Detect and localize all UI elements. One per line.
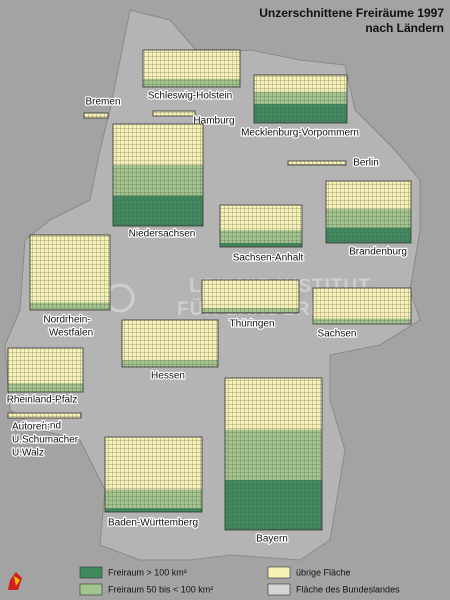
- legend-swatch: [267, 583, 291, 596]
- state-label: Hessen: [151, 371, 185, 382]
- state: Thüringen: [201, 279, 300, 331]
- state-label: Saarland: [21, 421, 61, 432]
- state-grid: [312, 287, 412, 325]
- state-label: Sachsen: [318, 329, 357, 340]
- states: Schleswig-Holstein Mecklenburg-Vorpommern…: [5, 49, 412, 546]
- author: U.Walz: [12, 448, 44, 459]
- state-label: Sachsen-Anhalt: [233, 253, 304, 264]
- state-label: Niedersachsen: [129, 229, 196, 240]
- legend-swatch: [79, 583, 103, 596]
- state-label: Mecklenburg-Vorpommern: [241, 128, 359, 139]
- legend-label: Fläche des Bundeslandes: [296, 584, 400, 594]
- state: Bremen: [83, 95, 122, 119]
- title: Unzerschnittene Freiräume 1997: [259, 6, 444, 20]
- state-grid: [201, 279, 300, 314]
- legend-label: Freiraum 50 bis < 100 km²: [108, 584, 213, 594]
- state-grid: [7, 347, 84, 393]
- state-grid: [152, 110, 196, 117]
- state-grid: [219, 204, 303, 248]
- legend-swatch: [267, 566, 291, 579]
- state: Saarland: [7, 412, 82, 433]
- state-grid: [142, 49, 241, 88]
- state-grid: [325, 180, 412, 244]
- state: Sachsen-Anhalt: [219, 204, 305, 265]
- legend-label: Freiraum > 100 km²: [108, 567, 187, 577]
- state-grid: [104, 436, 203, 513]
- state: Rheinland-Pfalz: [5, 347, 84, 407]
- state-grid: [253, 74, 348, 124]
- state-label: Schleswig-Holstein: [148, 91, 232, 102]
- state: Baden-Württemberg: [104, 436, 203, 530]
- state-grid: [121, 319, 219, 368]
- legend: Freiraum > 100 km² Freiraum 50 bis < 100…: [8, 566, 400, 596]
- state-label: Brandenburg: [349, 247, 407, 258]
- state: Mecklenburg-Vorpommern: [240, 74, 360, 140]
- state-label: Baden-Württemberg: [108, 518, 198, 529]
- state-grid: [83, 112, 109, 119]
- legend-swatch: [79, 566, 103, 579]
- title: nach Ländern: [365, 21, 444, 35]
- author: Autoren:: [12, 422, 50, 433]
- state-grid: [29, 234, 111, 311]
- state: Nordrhein- Westfalen: [29, 234, 111, 340]
- legend-label: übrige Fläche: [296, 567, 351, 577]
- state-label: Westfalen: [49, 328, 93, 339]
- state-label: Bayern: [256, 534, 288, 545]
- logo: [8, 572, 22, 590]
- state: Sachsen: [312, 287, 412, 341]
- state: Hessen: [121, 319, 219, 383]
- state-grid: [287, 160, 347, 166]
- author: U.Schumacher: [12, 435, 79, 446]
- state-grid: [112, 123, 204, 227]
- state: Berlin: [287, 156, 380, 170]
- state-label: Bremen: [85, 97, 120, 108]
- state-label: Thüringen: [229, 319, 274, 330]
- state: Niedersachsen: [112, 123, 204, 241]
- state-label: Berlin: [353, 158, 379, 169]
- state: Bayern: [224, 377, 323, 546]
- state: Brandenburg: [325, 180, 412, 259]
- state-grid: [224, 377, 323, 531]
- state: Schleswig-Holstein: [142, 49, 241, 103]
- state-grid: [7, 412, 82, 419]
- state-label: Nordrhein-: [43, 315, 90, 326]
- state-label: Rheinland-Pfalz: [7, 395, 78, 406]
